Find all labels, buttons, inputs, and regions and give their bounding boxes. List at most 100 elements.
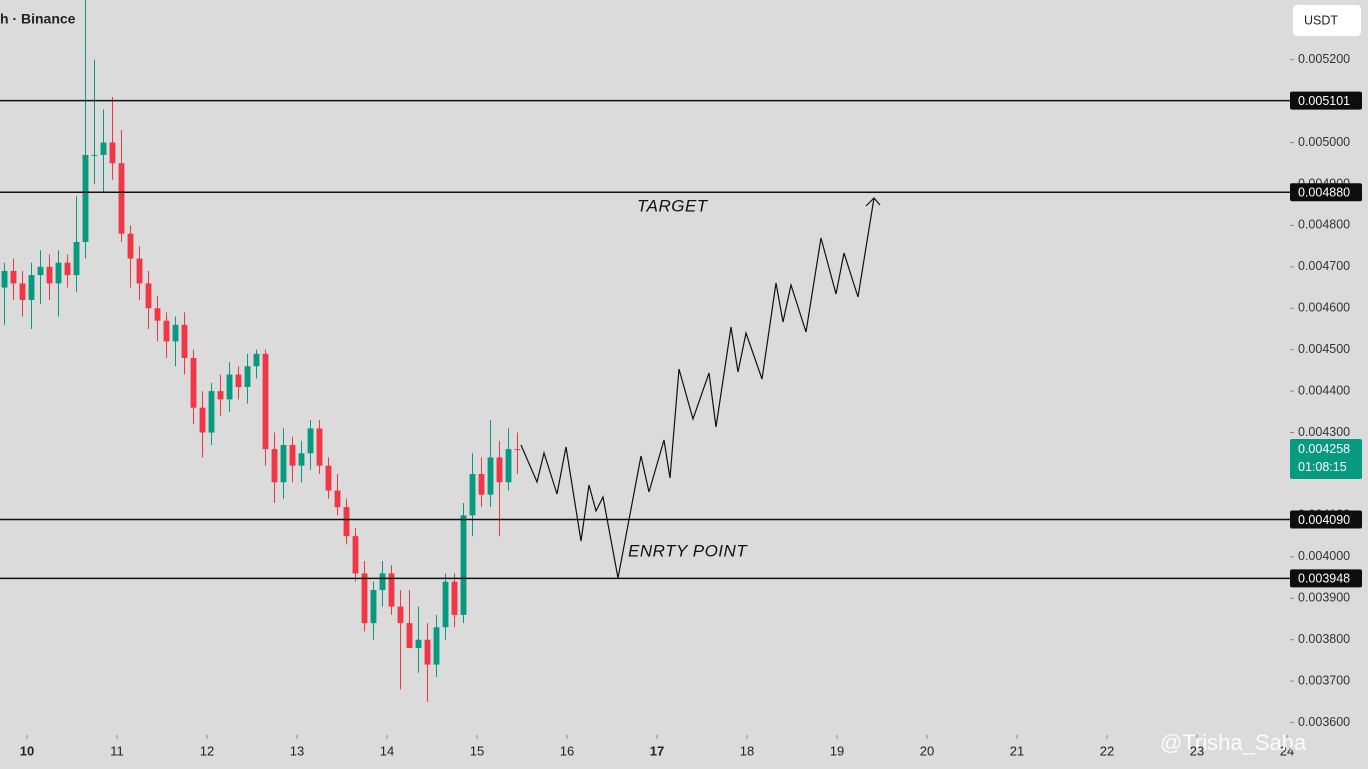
candle-body bbox=[361, 573, 368, 624]
candle-body bbox=[424, 639, 431, 665]
candle-body bbox=[514, 449, 521, 451]
y-tick-label: 0.004500 bbox=[1298, 342, 1350, 356]
x-tick-label: 22 bbox=[1100, 743, 1114, 758]
candle-body bbox=[307, 428, 314, 454]
candle-body bbox=[244, 366, 251, 387]
candle-body bbox=[379, 573, 386, 590]
candle-body bbox=[145, 283, 152, 309]
level-tag-label: 0.005101 bbox=[1298, 94, 1350, 108]
y-tick-label: 0.003700 bbox=[1298, 673, 1350, 687]
x-tick-label: 24 bbox=[1280, 743, 1294, 758]
candle-body bbox=[100, 142, 107, 155]
y-tick-label: 0.004400 bbox=[1298, 383, 1350, 397]
y-tick-label: 0.004600 bbox=[1298, 301, 1350, 315]
candle-body bbox=[163, 320, 170, 342]
candle-body bbox=[37, 266, 44, 276]
candle-body bbox=[1, 270, 8, 288]
x-tick-label: 17 bbox=[650, 743, 664, 758]
x-tick-label: 19 bbox=[830, 743, 844, 758]
candle-body bbox=[406, 623, 413, 648]
candle-body bbox=[208, 391, 215, 433]
candles bbox=[1, 0, 521, 702]
y-tick-label: 0.004300 bbox=[1298, 425, 1350, 439]
candle-body bbox=[55, 262, 62, 284]
candle-body bbox=[415, 639, 422, 648]
x-tick-label: 10 bbox=[20, 743, 34, 758]
x-tick-label: 13 bbox=[290, 743, 304, 758]
candle-body bbox=[370, 589, 377, 624]
candle-body bbox=[262, 353, 269, 450]
arrow-head bbox=[865, 197, 881, 207]
currency-label: USDT bbox=[1304, 13, 1338, 27]
x-tick-label: 15 bbox=[470, 743, 484, 758]
candle-body bbox=[388, 573, 395, 607]
level-tag bbox=[1290, 183, 1362, 202]
x-tick-label: 21 bbox=[1010, 743, 1024, 758]
level-tag-label: 0.003948 bbox=[1298, 572, 1350, 586]
x-tick-label: 23 bbox=[1190, 743, 1204, 758]
candle-body bbox=[73, 241, 80, 276]
candle-body bbox=[127, 233, 134, 259]
candle-body bbox=[496, 457, 503, 483]
level-tag-label: 0.004880 bbox=[1298, 186, 1350, 200]
level-tag bbox=[1290, 569, 1362, 588]
candle-body bbox=[442, 581, 449, 628]
projection-path bbox=[520, 197, 875, 579]
candle-body bbox=[325, 465, 332, 491]
candle-body bbox=[235, 374, 242, 387]
candle-body bbox=[487, 457, 494, 495]
y-tick-label: 0.005000 bbox=[1298, 135, 1350, 149]
candle-body bbox=[91, 154, 98, 156]
x-tick-label: 11 bbox=[110, 743, 124, 758]
candle-body bbox=[46, 266, 53, 284]
candle-body bbox=[433, 627, 440, 665]
currency-button[interactable] bbox=[1293, 5, 1361, 36]
y-tick-label: 0.003900 bbox=[1298, 591, 1350, 605]
y-tick-label: 0.005200 bbox=[1298, 52, 1350, 66]
candle-body bbox=[82, 154, 89, 242]
candle-body bbox=[19, 283, 26, 300]
last-price-label: 0.004258 bbox=[1298, 442, 1350, 456]
candle-body bbox=[289, 444, 296, 466]
candle-body bbox=[460, 515, 467, 615]
candle-body bbox=[199, 407, 206, 433]
candle-body bbox=[451, 581, 458, 615]
candle-body bbox=[397, 606, 404, 624]
level-tag bbox=[1290, 510, 1362, 529]
x-tick-label: 18 bbox=[740, 743, 754, 758]
candle-body bbox=[226, 374, 233, 400]
candle-body bbox=[154, 308, 161, 321]
candle-body bbox=[478, 473, 485, 495]
watermark: @Trisha_Saha bbox=[1160, 730, 1307, 755]
candle-body bbox=[280, 444, 287, 483]
candle-body bbox=[298, 453, 305, 466]
candle-body bbox=[190, 357, 197, 408]
y-tick-label: 0.004700 bbox=[1298, 259, 1350, 273]
candle-body bbox=[28, 275, 35, 300]
candle-body bbox=[469, 473, 476, 516]
candle-body bbox=[253, 353, 260, 367]
annotation: ENRTY POINT bbox=[628, 541, 748, 560]
y-tick-label: 0.003800 bbox=[1298, 632, 1350, 646]
candle-body bbox=[136, 258, 143, 284]
y-tick-label: 0.003600 bbox=[1298, 715, 1350, 729]
level-tag-label: 0.004090 bbox=[1298, 513, 1350, 527]
candle-body bbox=[352, 536, 359, 574]
candle-body bbox=[64, 262, 71, 276]
candle-body bbox=[109, 142, 116, 164]
chart-title: h · Binance bbox=[0, 11, 76, 27]
x-tick-label: 20 bbox=[920, 743, 934, 758]
y-tick-label: 0.004000 bbox=[1298, 549, 1350, 563]
y-tick-label: 0.004800 bbox=[1298, 218, 1350, 232]
candle-body bbox=[172, 324, 179, 342]
candle-body bbox=[316, 428, 323, 466]
candle-body bbox=[343, 507, 350, 537]
candle-body bbox=[10, 270, 17, 284]
candle-body bbox=[118, 163, 125, 234]
countdown: 01:08:15 bbox=[1298, 460, 1347, 474]
x-tick-label: 16 bbox=[560, 743, 574, 758]
candle-body bbox=[217, 391, 224, 400]
annotation: TARGET bbox=[637, 196, 709, 215]
